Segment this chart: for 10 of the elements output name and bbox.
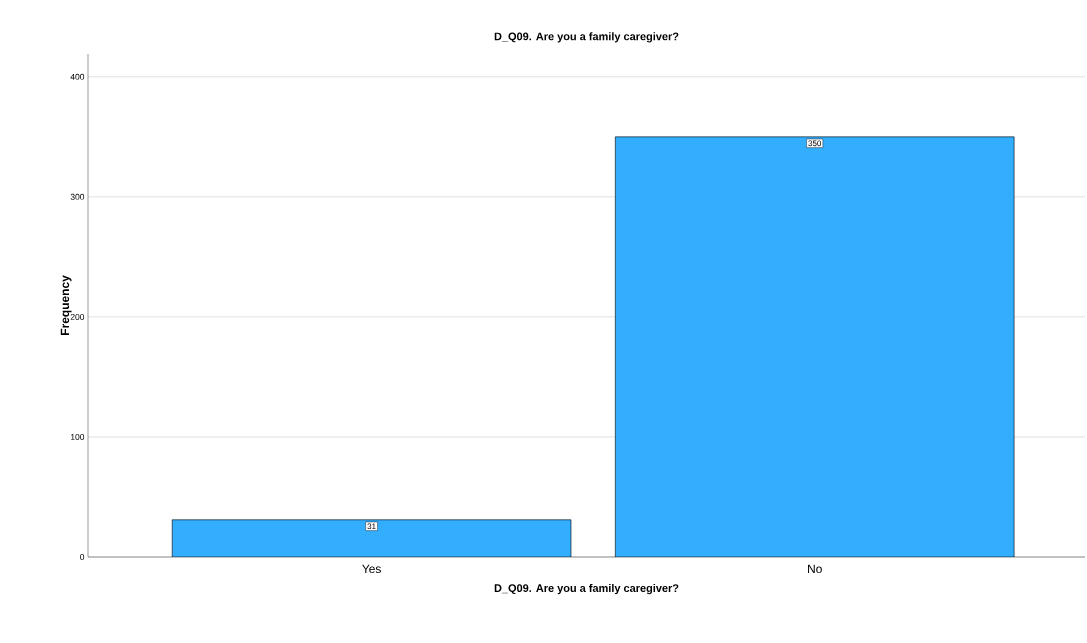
x-tick-label: No [808,564,822,574]
y-tick-label: 300 [70,193,85,200]
y-tick-label: 100 [70,433,85,440]
x-tick-label: Yes [362,564,381,574]
y-tick-label: 0 [80,554,85,560]
chart-title: D_Q09. Are you a family caregiver? [494,32,679,43]
y-tick-label: 200 [70,313,85,320]
x-axis-title: D_Q09. Are you a family caregiver? [494,583,679,595]
y-tick-label: 400 [70,73,85,80]
y-axis-title: Frequency [60,275,72,335]
